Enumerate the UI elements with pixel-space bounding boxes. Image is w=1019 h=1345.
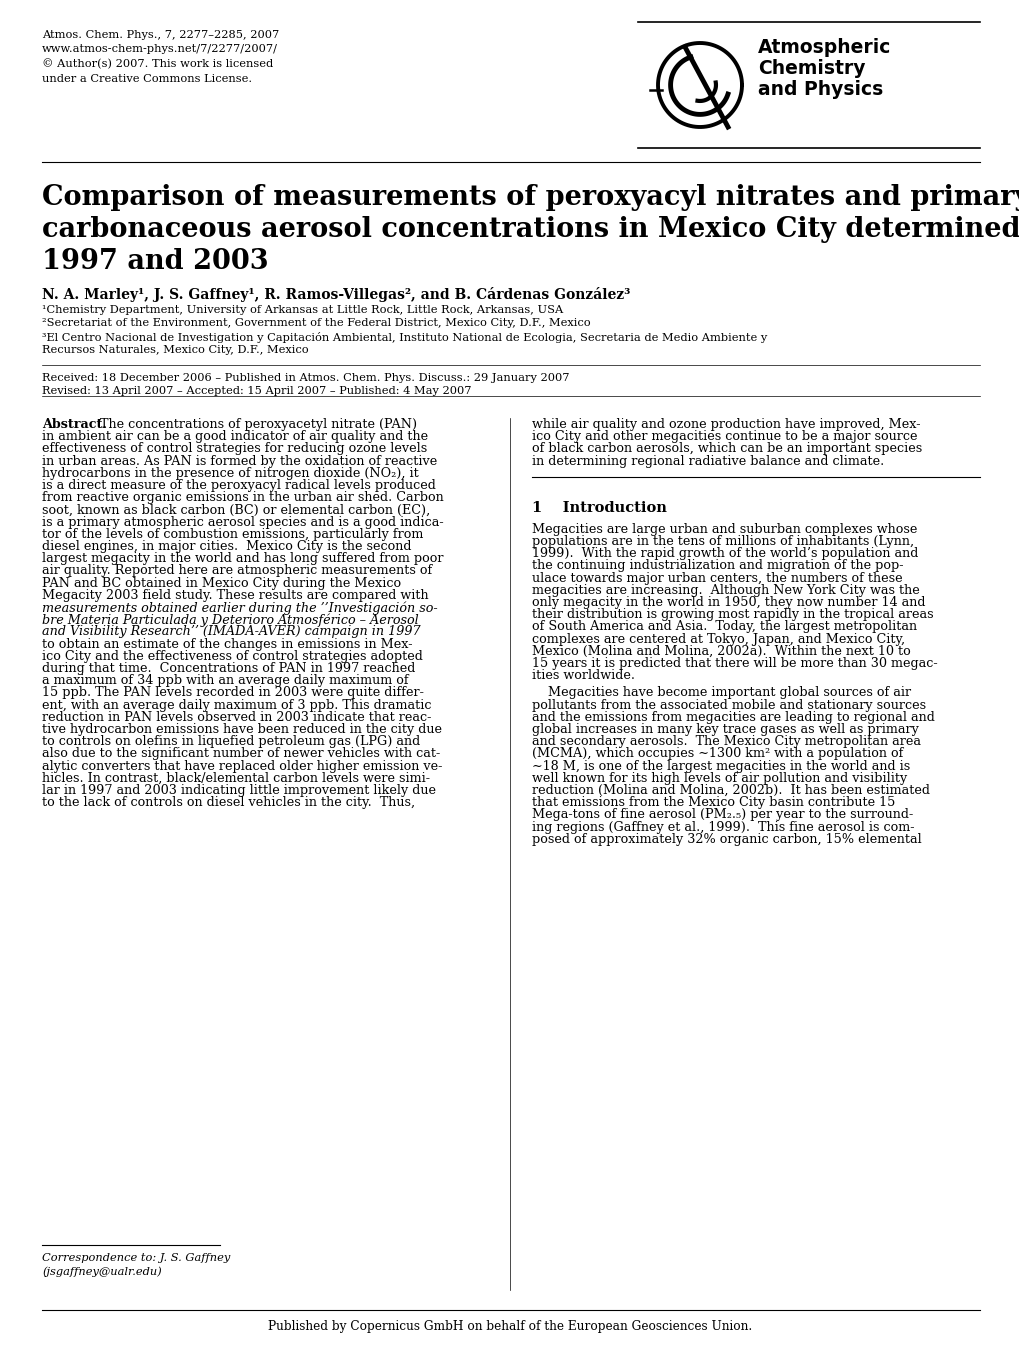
Text: air quality. Reported here are atmospheric measurements of: air quality. Reported here are atmospher… [42,565,432,577]
Text: in ambient air can be a good indicator of air quality and the: in ambient air can be a good indicator o… [42,430,428,444]
Text: ∼18 M, is one of the largest megacities in the world and is: ∼18 M, is one of the largest megacities … [532,760,909,772]
Text: Megacities have become important global sources of air: Megacities have become important global … [532,686,910,699]
Text: of South America and Asia.  Today, the largest metropolitan: of South America and Asia. Today, the la… [532,620,916,633]
Text: hydrocarbons in the presence of nitrogen dioxide (NO₂), it: hydrocarbons in the presence of nitrogen… [42,467,419,480]
Text: ent, with an average daily maximum of 3 ppb. This dramatic: ent, with an average daily maximum of 3 … [42,698,431,712]
Text: Correspondence to: J. S. Gaffney: Correspondence to: J. S. Gaffney [42,1254,230,1263]
Text: is a direct measure of the peroxyacyl radical levels produced: is a direct measure of the peroxyacyl ra… [42,479,435,492]
Text: and Visibility Research’’ (IMADA-AVER) campaign in 1997: and Visibility Research’’ (IMADA-AVER) c… [42,625,420,639]
Text: well known for its high levels of air pollution and visibility: well known for its high levels of air po… [532,772,906,785]
Text: in determining regional radiative balance and climate.: in determining regional radiative balanc… [532,455,883,468]
Text: tive hydrocarbon emissions have been reduced in the city due: tive hydrocarbon emissions have been red… [42,724,441,736]
Text: pollutants from the associated mobile and stationary sources: pollutants from the associated mobile an… [532,698,925,712]
Text: their distribution is growing most rapidly in the tropical areas: their distribution is growing most rapid… [532,608,932,621]
Text: 1999).  With the rapid growth of the world’s population and: 1999). With the rapid growth of the worl… [532,547,917,561]
Text: the continuing industrialization and migration of the pop-: the continuing industrialization and mig… [532,560,903,573]
Text: Published by Copernicus GmbH on behalf of the European Geosciences Union.: Published by Copernicus GmbH on behalf o… [268,1319,751,1333]
Text: Megacity 2003 field study. These results are compared with: Megacity 2003 field study. These results… [42,589,428,601]
Text: (MCMA), which occupies ∼1300 km² with a population of: (MCMA), which occupies ∼1300 km² with a … [532,748,903,760]
Text: is a primary atmospheric aerosol species and is a good indica-: is a primary atmospheric aerosol species… [42,515,443,529]
Text: of black carbon aerosols, which can be an important species: of black carbon aerosols, which can be a… [532,443,921,456]
Text: 1997 and 2003: 1997 and 2003 [42,249,268,276]
Text: N. A. Marley¹, J. S. Gaffney¹, R. Ramos-Villegas², and B. Cárdenas González³: N. A. Marley¹, J. S. Gaffney¹, R. Ramos-… [42,286,630,301]
Text: hicles. In contrast, black/elemental carbon levels were simi-: hicles. In contrast, black/elemental car… [42,772,430,785]
Text: The concentrations of peroxyacetyl nitrate (PAN): The concentrations of peroxyacetyl nitra… [100,418,417,430]
Text: Megacities are large urban and suburban complexes whose: Megacities are large urban and suburban … [532,523,916,535]
Text: 1    Introduction: 1 Introduction [532,500,666,515]
Text: Received: 18 December 2006 – Published in Atmos. Chem. Phys. Discuss.: 29 Januar: Received: 18 December 2006 – Published i… [42,373,569,382]
Text: posed of approximately 32% organic carbon, 15% elemental: posed of approximately 32% organic carbo… [532,833,921,846]
Text: during that time.  Concentrations of PAN in 1997 reached: during that time. Concentrations of PAN … [42,662,415,675]
Text: and secondary aerosols.  The Mexico City metropolitan area: and secondary aerosols. The Mexico City … [532,736,920,748]
Text: Chemistry: Chemistry [757,59,865,78]
Text: carbonaceous aerosol concentrations in Mexico City determined in: carbonaceous aerosol concentrations in M… [42,217,1019,243]
Text: to the lack of controls on diesel vehicles in the city.  Thus,: to the lack of controls on diesel vehicl… [42,796,415,810]
Text: PAN and BC obtained in Mexico City during the Mexico: PAN and BC obtained in Mexico City durin… [42,577,400,589]
Text: Mega-tons of fine aerosol (PM₂.₅) per year to the surround-: Mega-tons of fine aerosol (PM₂.₅) per ye… [532,808,912,822]
Text: measurements obtained earlier during the ’’Investigación so-: measurements obtained earlier during the… [42,601,437,615]
Text: 15 years it is predicted that there will be more than 30 megac-: 15 years it is predicted that there will… [532,656,936,670]
Text: www.atmos-chem-phys.net/7/2277/2007/: www.atmos-chem-phys.net/7/2277/2007/ [42,44,278,55]
Text: Atmos. Chem. Phys., 7, 2277–2285, 2007: Atmos. Chem. Phys., 7, 2277–2285, 2007 [42,30,279,40]
Text: ing regions (Gaffney et al., 1999).  This fine aerosol is com-: ing regions (Gaffney et al., 1999). This… [532,820,914,834]
Text: ²Secretariat of the Environment, Government of the Federal District, Mexico City: ²Secretariat of the Environment, Governm… [42,317,590,328]
Text: Atmospheric: Atmospheric [757,38,891,56]
Text: diesel engines, in major cities.  Mexico City is the second: diesel engines, in major cities. Mexico … [42,541,411,553]
Text: © Author(s) 2007. This work is licensed: © Author(s) 2007. This work is licensed [42,59,273,70]
Text: lar in 1997 and 2003 indicating little improvement likely due: lar in 1997 and 2003 indicating little i… [42,784,435,798]
Text: also due to the significant number of newer vehicles with cat-: also due to the significant number of ne… [42,748,440,760]
Text: alytic converters that have replaced older higher emission ve-: alytic converters that have replaced old… [42,760,442,772]
Text: under a Creative Commons License.: under a Creative Commons License. [42,74,252,83]
Text: Mexico (Molina and Molina, 2002a).  Within the next 10 to: Mexico (Molina and Molina, 2002a). Withi… [532,644,910,658]
Text: ico City and the effectiveness of control strategies adopted: ico City and the effectiveness of contro… [42,650,423,663]
Text: to controls on olefins in liquefied petroleum gas (LPG) and: to controls on olefins in liquefied petr… [42,736,420,748]
Text: global increases in many key trace gases as well as primary: global increases in many key trace gases… [532,724,918,736]
Text: reduction in PAN levels observed in 2003 indicate that reac-: reduction in PAN levels observed in 2003… [42,710,431,724]
Text: megacities are increasing.  Although New York City was the: megacities are increasing. Although New … [532,584,919,597]
Text: to obtain an estimate of the changes in emissions in Mex-: to obtain an estimate of the changes in … [42,638,412,651]
Text: largest megacity in the world and has long suffered from poor: largest megacity in the world and has lo… [42,553,443,565]
Text: and Physics: and Physics [757,79,882,98]
Text: complexes are centered at Tokyo, Japan, and Mexico City,: complexes are centered at Tokyo, Japan, … [532,632,904,646]
Text: from reactive organic emissions in the urban air shed. Carbon: from reactive organic emissions in the u… [42,491,443,504]
Text: ities worldwide.: ities worldwide. [532,670,635,682]
Text: effectiveness of control strategies for reducing ozone levels: effectiveness of control strategies for … [42,443,427,456]
Text: Comparison of measurements of peroxyacyl nitrates and primary: Comparison of measurements of peroxyacyl… [42,184,1019,211]
Text: populations are in the tens of millions of inhabitants (Lynn,: populations are in the tens of millions … [532,535,913,547]
Text: (jsgaffney@ualr.edu): (jsgaffney@ualr.edu) [42,1266,162,1276]
Text: while air quality and ozone production have improved, Mex-: while air quality and ozone production h… [532,418,919,430]
Text: soot, known as black carbon (BC) or elemental carbon (EC),: soot, known as black carbon (BC) or elem… [42,503,430,516]
Text: tor of the levels of combustion emissions, particularly from: tor of the levels of combustion emission… [42,527,423,541]
Text: Revised: 13 April 2007 – Accepted: 15 April 2007 – Published: 4 May 2007: Revised: 13 April 2007 – Accepted: 15 Ap… [42,386,471,395]
Text: ulace towards major urban centers, the numbers of these: ulace towards major urban centers, the n… [532,572,902,585]
Text: only megacity in the world in 1950, they now number 14 and: only megacity in the world in 1950, they… [532,596,924,609]
Text: Recursos Naturales, Mexico City, D.F., Mexico: Recursos Naturales, Mexico City, D.F., M… [42,346,309,355]
Text: reduction (Molina and Molina, 2002b).  It has been estimated: reduction (Molina and Molina, 2002b). It… [532,784,929,798]
Text: ³El Centro Nacional de Investigation y Capitación Ambiental, Instituto National : ³El Centro Nacional de Investigation y C… [42,331,766,343]
Text: and the emissions from megacities are leading to regional and: and the emissions from megacities are le… [532,710,934,724]
Text: a maximum of 34 ppb with an average daily maximum of: a maximum of 34 ppb with an average dail… [42,674,409,687]
Text: 15 ppb. The PAN levels recorded in 2003 were quite differ-: 15 ppb. The PAN levels recorded in 2003 … [42,686,424,699]
Text: in urban areas. As PAN is formed by the oxidation of reactive: in urban areas. As PAN is formed by the … [42,455,437,468]
Text: that emissions from the Mexico City basin contribute 15: that emissions from the Mexico City basi… [532,796,895,810]
Text: ico City and other megacities continue to be a major source: ico City and other megacities continue t… [532,430,917,444]
Text: bre Materia Particulada y Deterioro Atmosférico – Aerosol: bre Materia Particulada y Deterioro Atmo… [42,613,419,627]
Text: Abstract.: Abstract. [42,418,107,430]
Text: ¹Chemistry Department, University of Arkansas at Little Rock, Little Rock, Arkan: ¹Chemistry Department, University of Ark… [42,304,562,315]
